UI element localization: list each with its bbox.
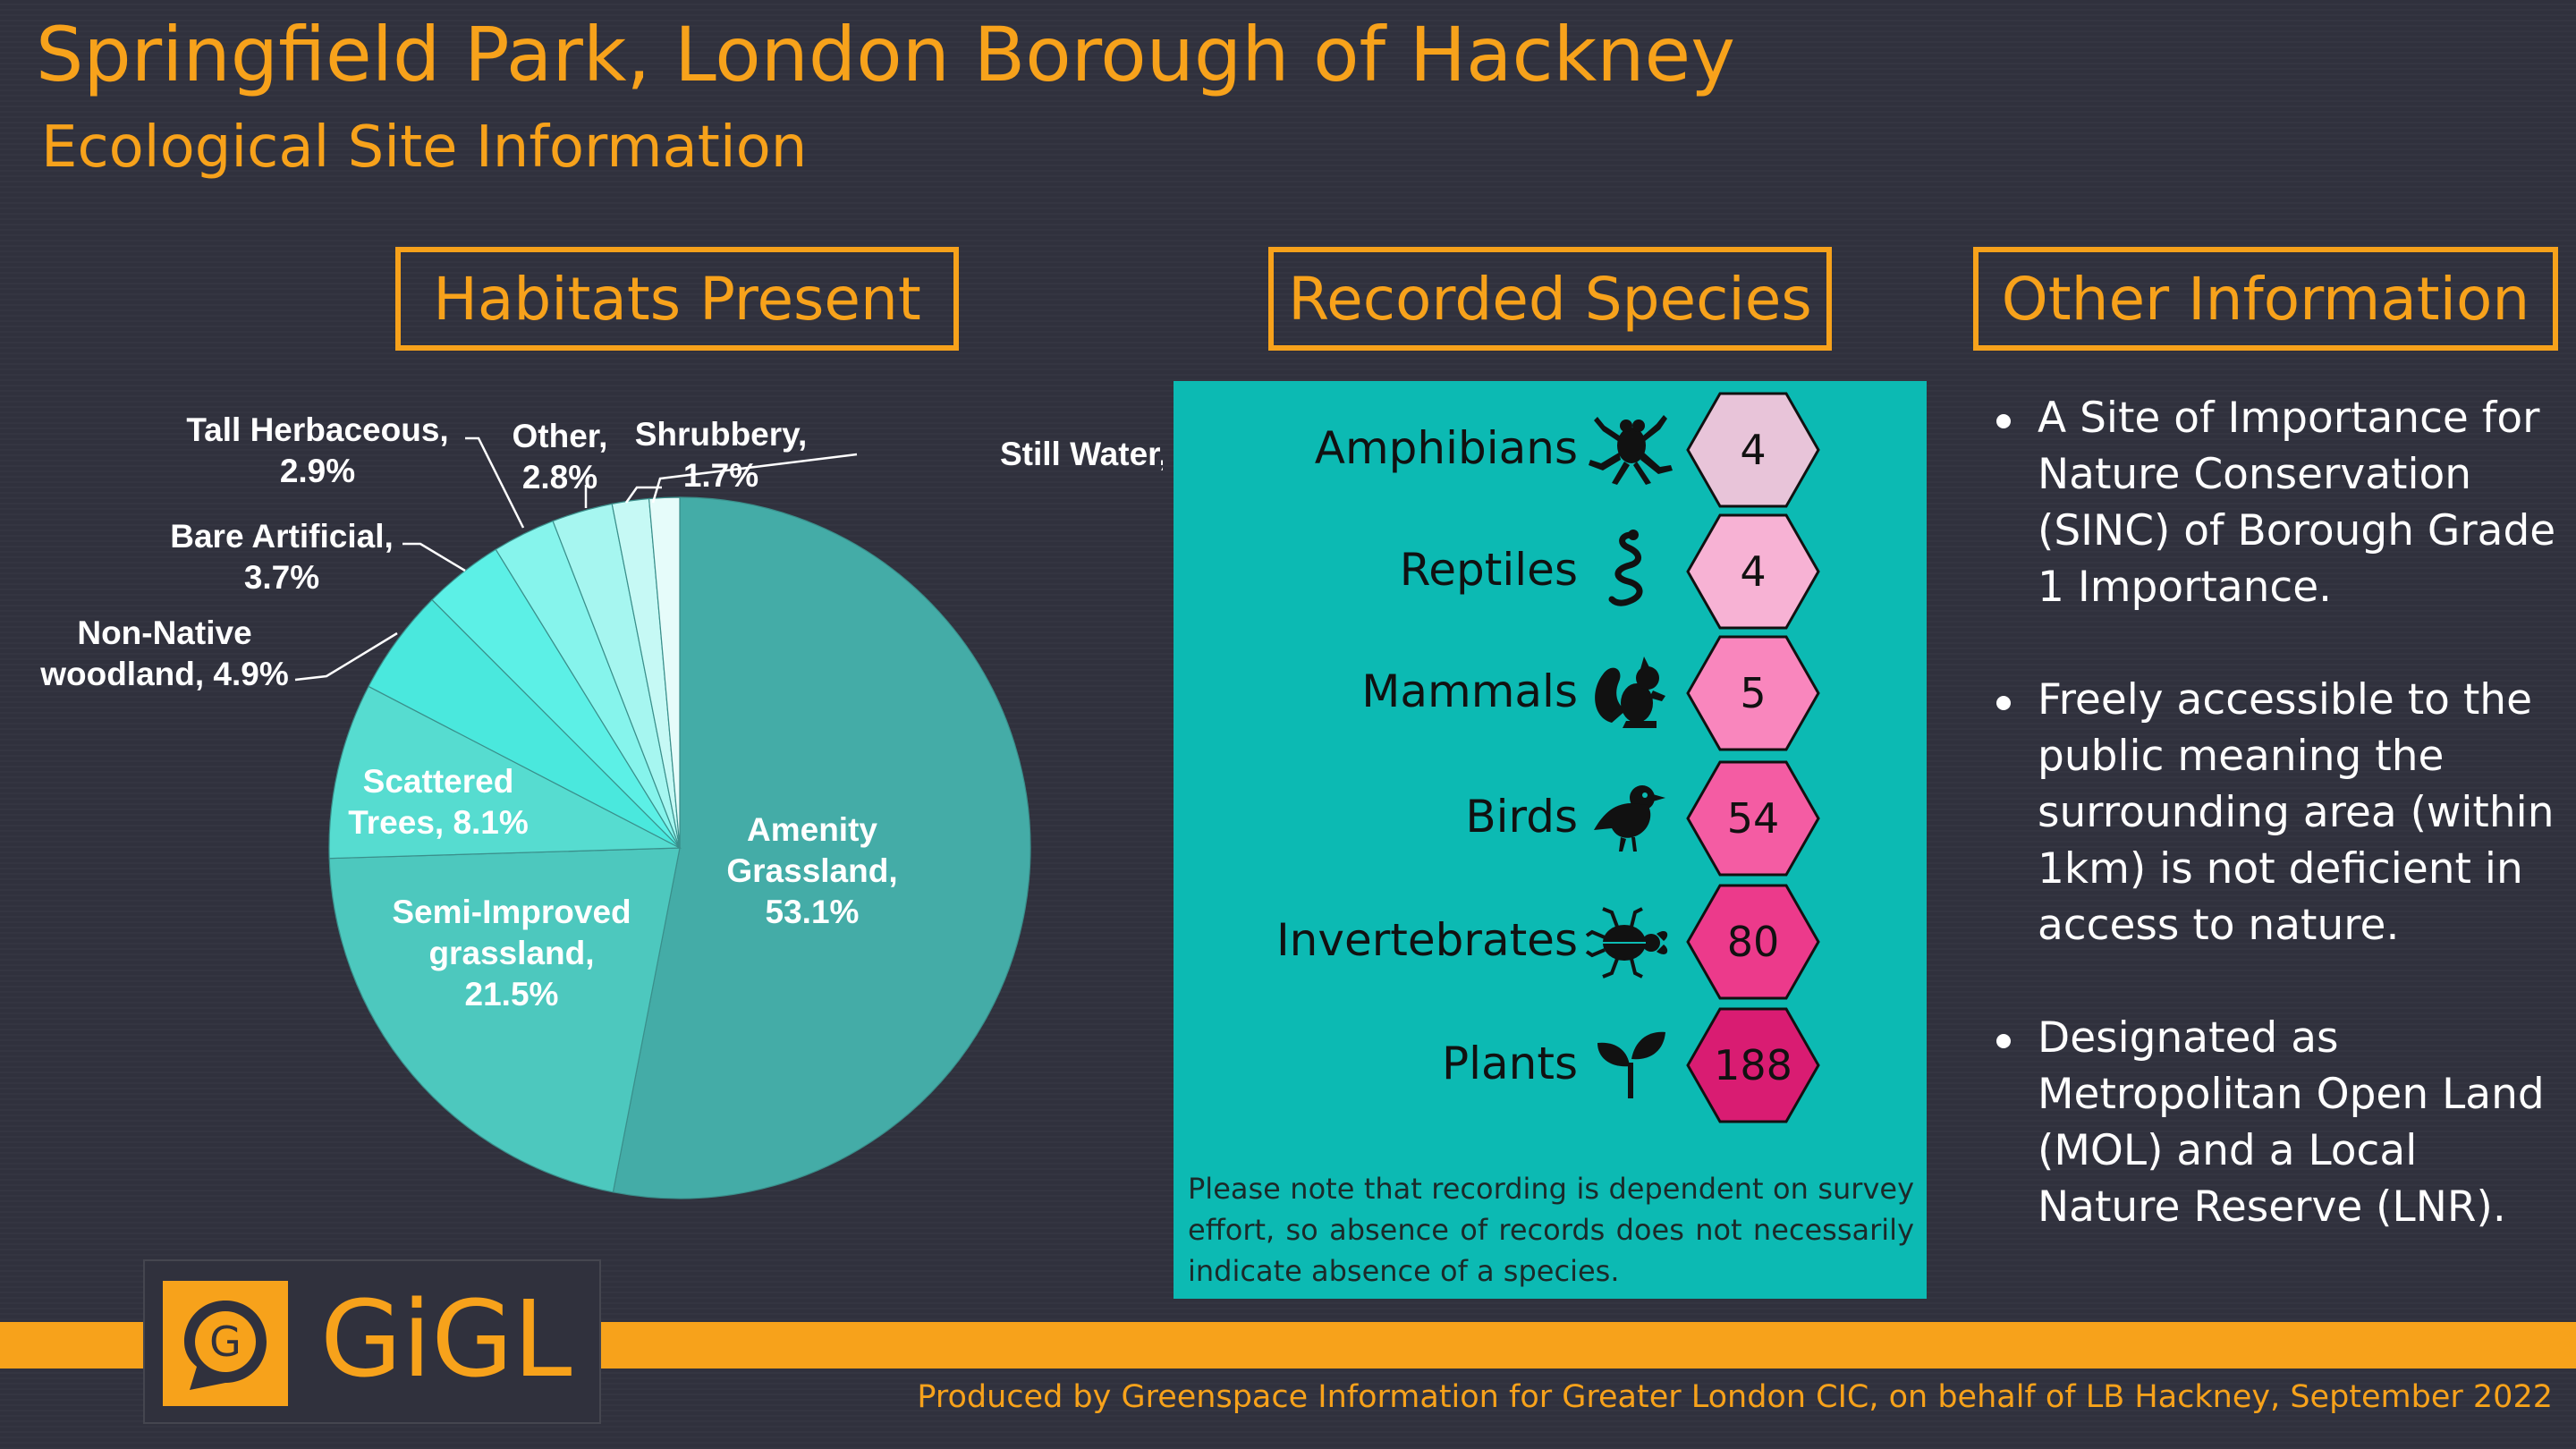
species-row-invertebrates: Invertebrates 80 bbox=[1174, 882, 1927, 1000]
species-count: 5 bbox=[1740, 669, 1767, 717]
habitats-heading: Habitats Present bbox=[395, 247, 959, 351]
pie-slice-scattered-trees bbox=[328, 685, 682, 860]
pie-label-scattered-trees: Scattered Trees, 8.1% bbox=[348, 763, 529, 841]
species-count: 80 bbox=[1726, 918, 1780, 966]
info-item-text: Freely accessible to the public meaning … bbox=[2038, 675, 2555, 950]
pie-leader-line bbox=[624, 486, 662, 504]
species-name: Invertebrates bbox=[1275, 914, 1578, 966]
species-name: Plants bbox=[1441, 1038, 1578, 1089]
species-name: Mammals bbox=[1361, 665, 1578, 717]
species-row-reptiles: Reptiles 4 bbox=[1174, 512, 1927, 630]
beetle-icon bbox=[1585, 907, 1668, 979]
species-count-hexagon: 5 bbox=[1686, 635, 1820, 751]
info-item: Designated as Metropolitan Open Land (MO… bbox=[1996, 1010, 2569, 1235]
frog-icon bbox=[1589, 415, 1673, 485]
squirrel-icon bbox=[1595, 657, 1665, 728]
info-item: Freely accessible to the public meaning … bbox=[1996, 672, 2569, 953]
pie-leader-line bbox=[651, 453, 858, 504]
pie-label-shrubbery: Shrubbery, 1.7% bbox=[635, 416, 808, 494]
species-count: 54 bbox=[1726, 794, 1780, 843]
species-name: Amphibians bbox=[1314, 422, 1578, 474]
species-count: 4 bbox=[1740, 547, 1767, 596]
bullet-icon bbox=[1996, 1034, 2011, 1048]
pie-slice-still-water bbox=[648, 496, 681, 849]
pie-leader-line bbox=[294, 631, 398, 682]
species-row-amphibians: Amphibians 4 bbox=[1174, 390, 1927, 508]
pie-label-still-water: Still Water, 1.4% bbox=[1000, 436, 1163, 472]
info-item-text: A Site of Importance for Nature Conserva… bbox=[2038, 394, 2556, 612]
pie-label-non-native-woodland: Non-Native woodland, 4.9% bbox=[39, 614, 289, 692]
other-info-heading: Other Information bbox=[1973, 247, 2558, 351]
pie-slice-semi-improved-grassland bbox=[328, 847, 681, 1193]
footer-credit: Produced by Greenspace Information for G… bbox=[917, 1379, 2553, 1415]
pie-label-other: Other, 2.8% bbox=[513, 418, 608, 496]
seedling-icon bbox=[1597, 1031, 1665, 1098]
gigl-logo-text: GiGL bbox=[320, 1277, 572, 1401]
species-panel: Amphibians 4 Reptiles 4 bbox=[1174, 381, 1927, 1299]
other-info-list: A Site of Importance for Nature Conserva… bbox=[1996, 390, 2569, 1292]
species-count-hexagon: 4 bbox=[1686, 392, 1820, 508]
pie-leader-line bbox=[402, 542, 466, 572]
bullet-icon bbox=[1996, 696, 2011, 710]
species-count-hexagon: 80 bbox=[1686, 884, 1820, 1000]
species-heading: Recorded Species bbox=[1268, 247, 1832, 351]
page-title: Springfield Park, London Borough of Hack… bbox=[36, 11, 1735, 98]
pie-slice-amenity-grassland bbox=[612, 496, 1031, 1199]
pie-label-tall-herbaceous: Tall Herbaceous, 2.9% bbox=[186, 411, 448, 489]
habitat-pie-chart: Amenity Grassland, 53.1% Semi-Improved grass… bbox=[39, 411, 1163, 1199]
species-count: 4 bbox=[1740, 426, 1767, 474]
species-name: Birds bbox=[1465, 791, 1578, 843]
pie-label-amenity-grassland: Amenity Grassland, 53.1% bbox=[726, 811, 897, 930]
pie-label-bare-artificial: Bare Artificial, 3.7% bbox=[170, 518, 394, 596]
snake-icon bbox=[1608, 530, 1643, 606]
species-row-birds: Birds 54 bbox=[1174, 758, 1927, 877]
species-count-hexagon: 4 bbox=[1686, 513, 1820, 630]
species-row-plants: Plants 188 bbox=[1174, 1005, 1927, 1123]
pie-leader-line bbox=[465, 436, 525, 529]
info-item: A Site of Importance for Nature Conserva… bbox=[1996, 390, 2569, 615]
species-count: 188 bbox=[1714, 1041, 1792, 1089]
species-count-hexagon: 54 bbox=[1686, 760, 1820, 877]
svg-text:G: G bbox=[209, 1318, 242, 1366]
gigl-logo: G GiGL bbox=[143, 1259, 601, 1424]
gigl-logo-mark-icon: G bbox=[163, 1281, 288, 1406]
page-subtitle: Ecological Site Information bbox=[41, 114, 808, 181]
species-row-mammals: Mammals 5 bbox=[1174, 633, 1927, 751]
pie-label-semi-improved-grassland: Semi-Improved grassland, 21.5% bbox=[392, 894, 631, 1013]
bullet-icon bbox=[1996, 414, 2011, 428]
bird-icon bbox=[1594, 785, 1665, 852]
species-name: Reptiles bbox=[1399, 544, 1578, 596]
info-item-text: Designated as Metropolitan Open Land (MO… bbox=[2038, 1013, 2545, 1232]
recording-note: Please note that recording is dependent … bbox=[1188, 1172, 1914, 1288]
species-count-hexagon: 188 bbox=[1686, 1007, 1820, 1123]
